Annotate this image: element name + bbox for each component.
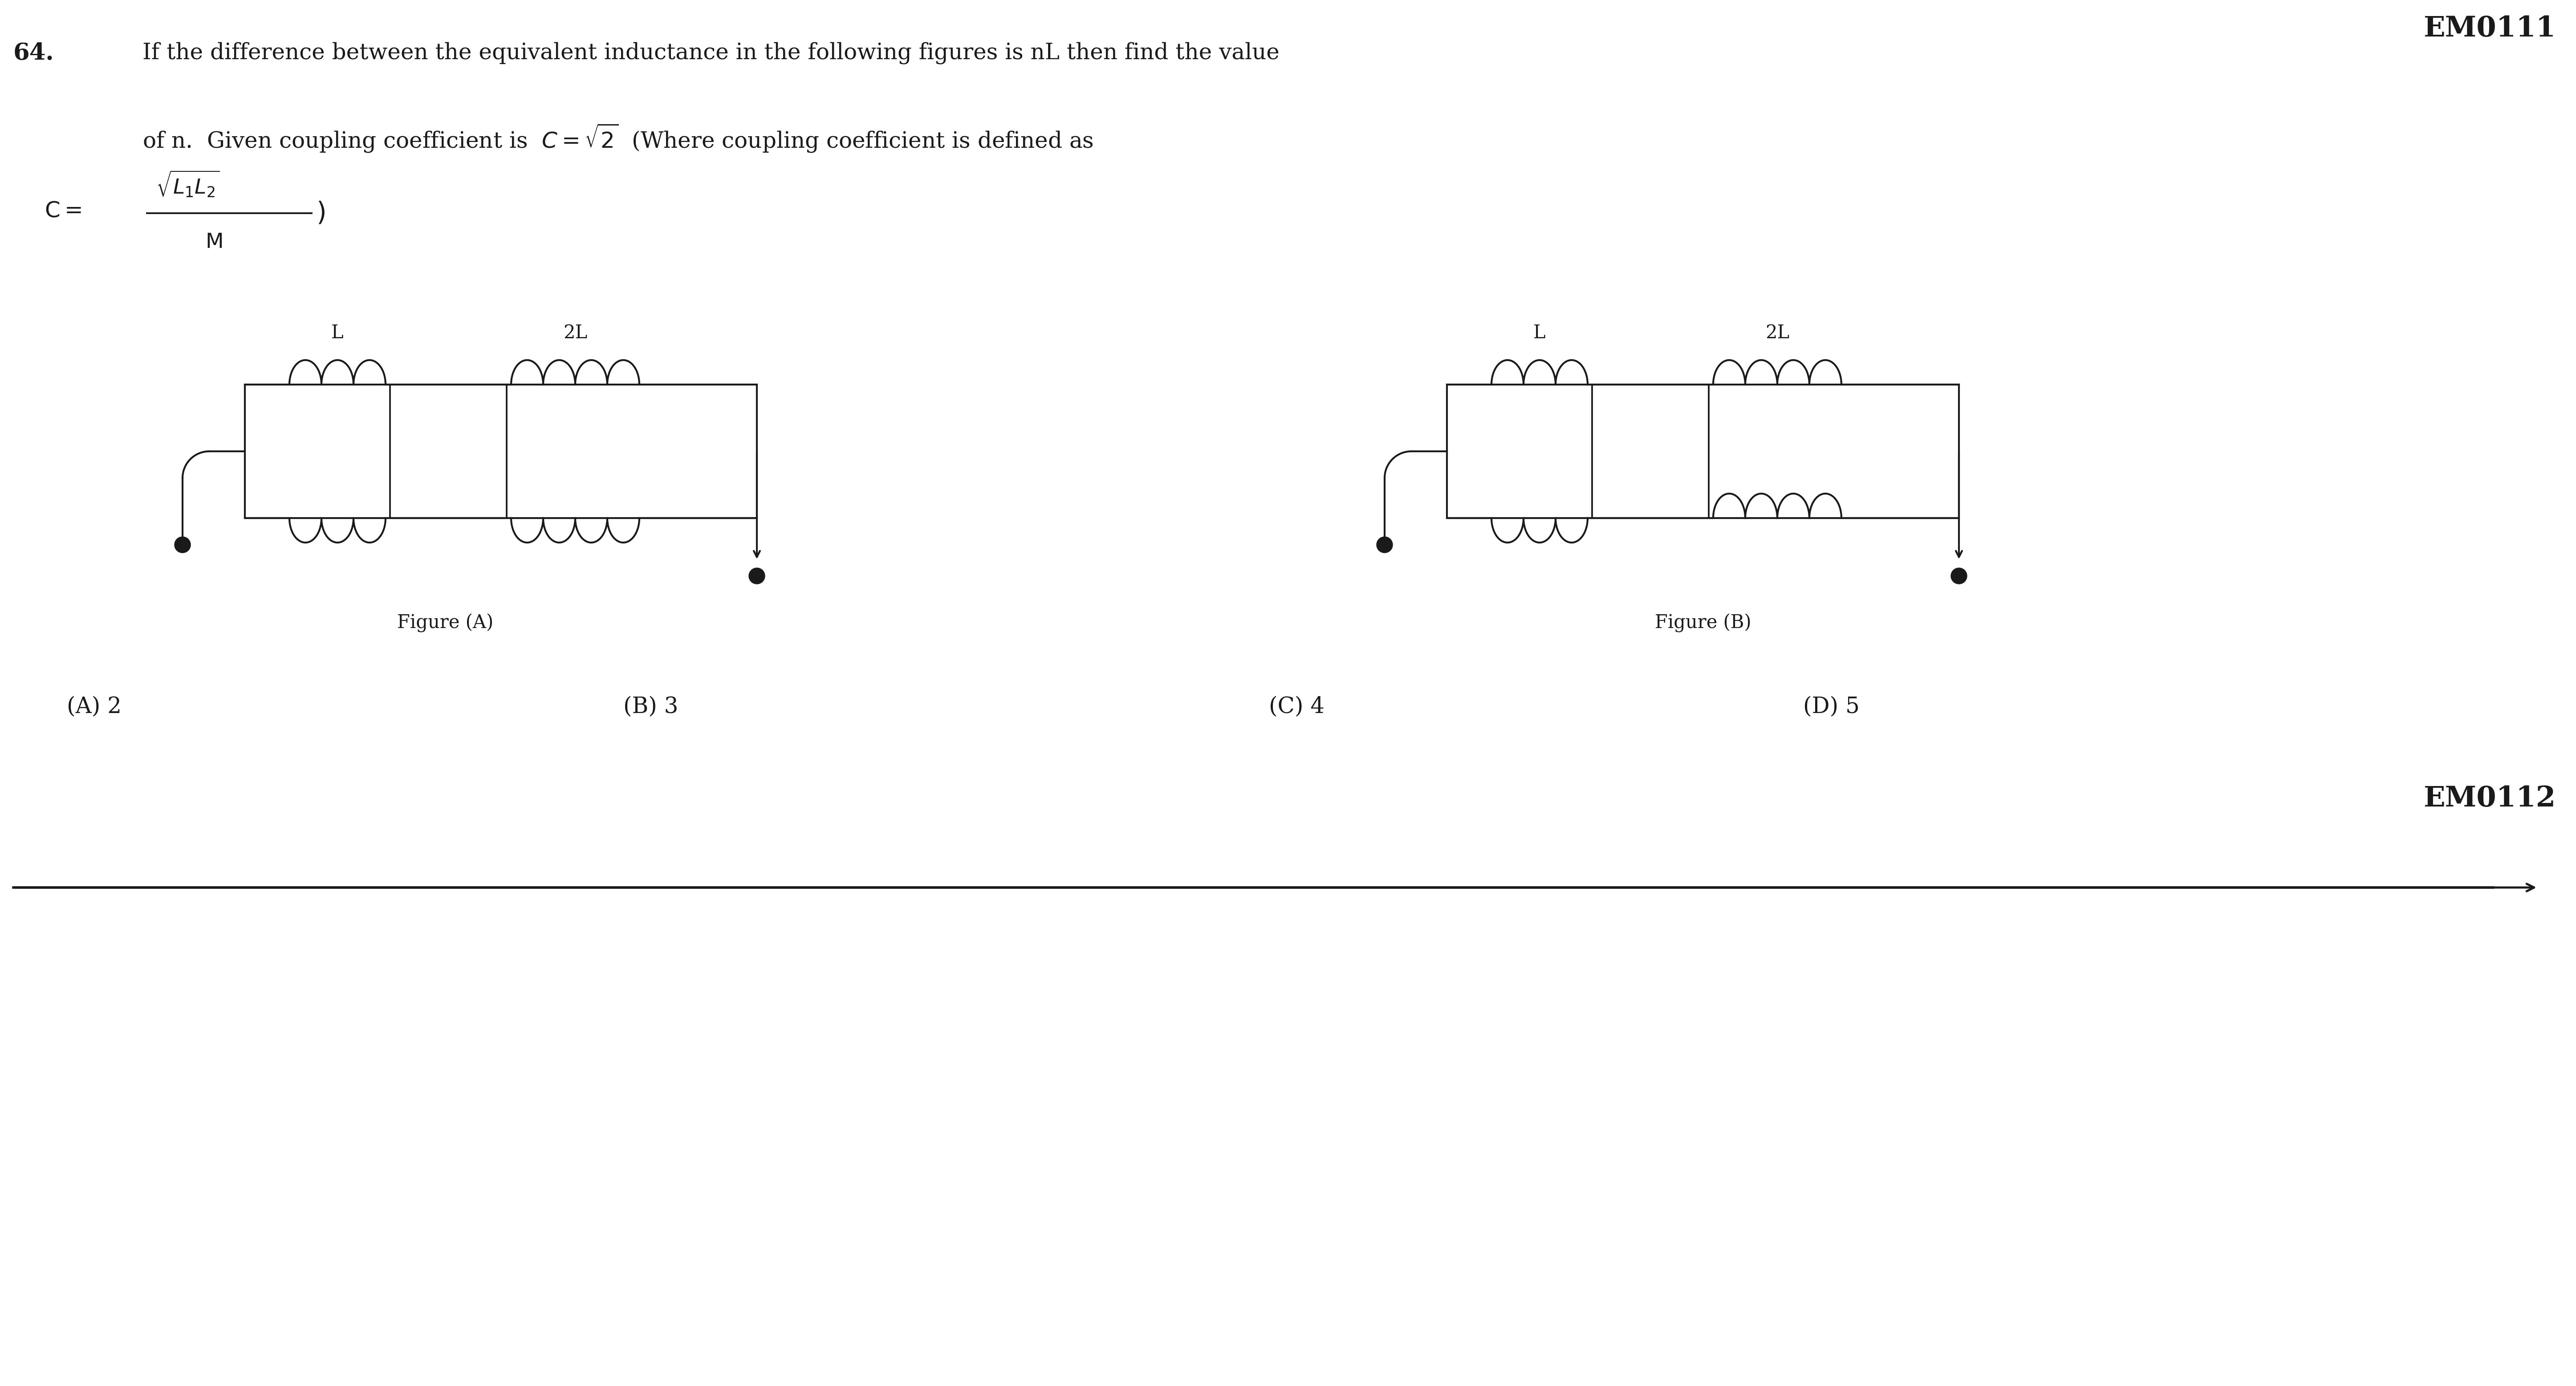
Text: $)$: $)$ bbox=[317, 201, 325, 226]
Circle shape bbox=[750, 568, 765, 584]
Circle shape bbox=[175, 536, 191, 553]
Bar bbox=[1448, 384, 1958, 518]
Text: Figure (B): Figure (B) bbox=[1654, 614, 1752, 632]
Text: EM0112: EM0112 bbox=[2424, 784, 2555, 812]
Text: 64.: 64. bbox=[13, 42, 54, 65]
Text: (A) 2: (A) 2 bbox=[67, 696, 121, 718]
Circle shape bbox=[1950, 568, 1968, 584]
Text: 2L: 2L bbox=[1765, 323, 1790, 342]
Text: EM0111: EM0111 bbox=[2424, 15, 2555, 43]
Text: $\sqrt{L_1L_2}$: $\sqrt{L_1L_2}$ bbox=[155, 170, 219, 198]
Bar bbox=[1592, 384, 1708, 518]
Text: L: L bbox=[332, 323, 343, 342]
Text: $\mathrm{C} = $: $\mathrm{C} = $ bbox=[44, 200, 82, 222]
Text: 2L: 2L bbox=[564, 323, 587, 342]
Text: Figure (A): Figure (A) bbox=[397, 614, 495, 632]
Text: (D) 5: (D) 5 bbox=[1803, 696, 1860, 718]
Text: $\mathrm{M}$: $\mathrm{M}$ bbox=[206, 231, 222, 252]
Circle shape bbox=[1376, 536, 1394, 553]
Bar bbox=[245, 384, 757, 518]
Text: (B) 3: (B) 3 bbox=[623, 696, 677, 718]
Text: L: L bbox=[1533, 323, 1546, 342]
Text: (C) 4: (C) 4 bbox=[1270, 696, 1324, 718]
Text: If the difference between the equivalent inductance in the following figures is : If the difference between the equivalent… bbox=[142, 42, 1280, 64]
Text: of n.  Given coupling coefficient is  $C=\sqrt{2}$  (Where coupling coefficient : of n. Given coupling coefficient is $C=\… bbox=[142, 122, 1092, 154]
Bar bbox=[389, 384, 507, 518]
